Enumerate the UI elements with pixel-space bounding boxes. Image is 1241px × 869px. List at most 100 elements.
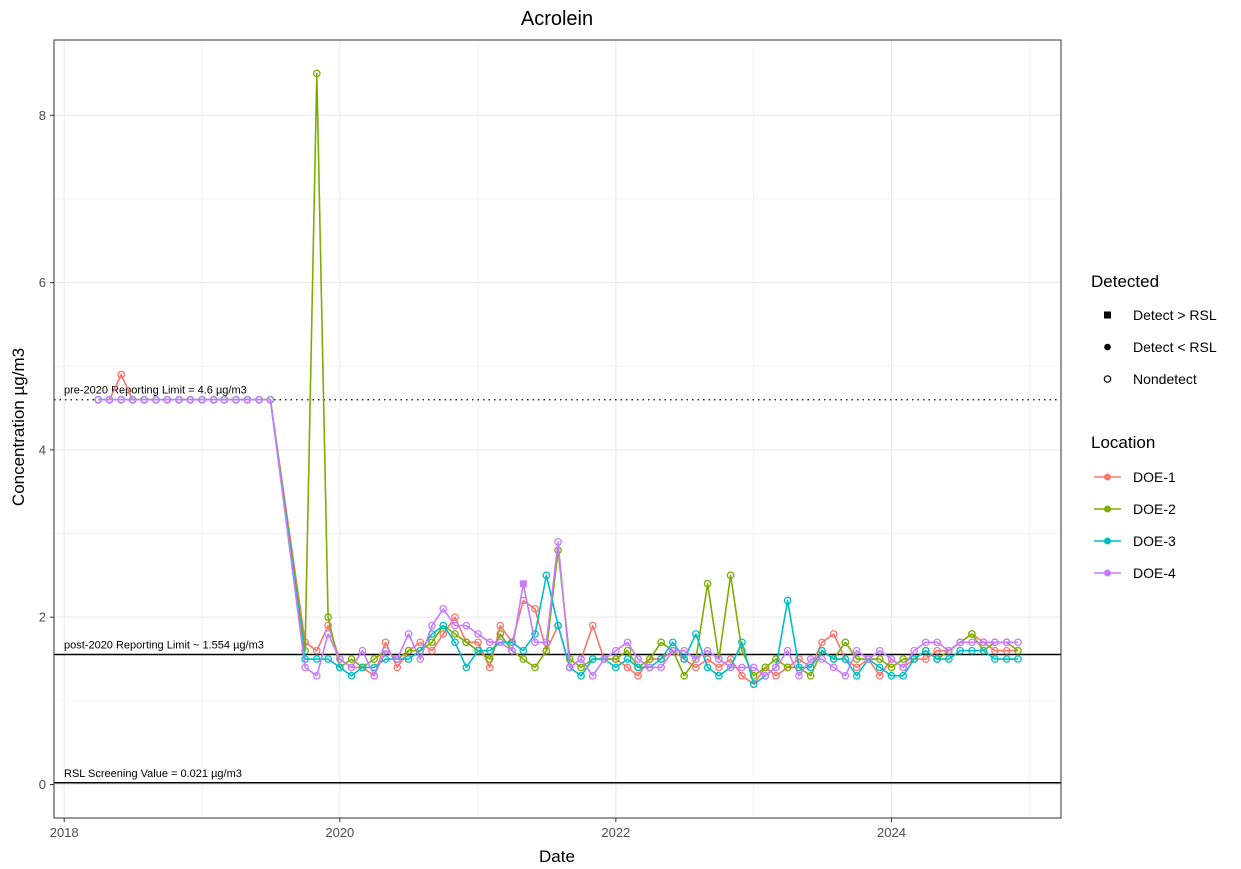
data-point: [852, 663, 861, 672]
data-point: [968, 638, 976, 647]
data-point: [152, 395, 160, 404]
data-point: [991, 646, 999, 655]
data-point: [393, 655, 402, 663]
data-point: [645, 655, 654, 663]
data-point: [117, 370, 126, 379]
data-point: [623, 655, 632, 663]
data-point: [175, 395, 183, 404]
data-point: [462, 663, 471, 672]
data-point: [531, 630, 539, 638]
data-point: [577, 663, 585, 672]
data-point: [829, 655, 838, 663]
data-point: [680, 671, 689, 680]
x-tick-label: 2020: [325, 825, 354, 840]
data-point: [979, 638, 988, 647]
data-point: [657, 655, 665, 663]
grid-major: [54, 40, 1061, 818]
data-point: [370, 655, 379, 663]
data-point: [485, 655, 494, 663]
data-point: [623, 638, 632, 647]
data-point: [347, 655, 356, 663]
data-point: [933, 646, 942, 655]
data-point: [198, 395, 206, 404]
data-point: [1014, 638, 1022, 647]
data-point: [772, 655, 780, 663]
y-tick-label: 4: [39, 442, 46, 457]
data-point: [715, 655, 723, 663]
data-point: [554, 621, 562, 630]
legend-detected-label: Detect < RSL: [1133, 339, 1217, 355]
data-point: [692, 630, 700, 638]
panel-background: [54, 40, 1061, 818]
data-point: [462, 638, 471, 647]
data-point: [508, 638, 516, 647]
data-point: [875, 671, 884, 680]
data-point: [657, 638, 665, 647]
data-point: [94, 395, 103, 404]
reference-line-label: pre-2020 Reporting Limit = 4.6 µg/m3: [64, 385, 247, 397]
data-point: [588, 655, 597, 663]
y-tick-label: 2: [39, 610, 46, 625]
data-point: [451, 613, 459, 622]
data-point: [875, 655, 884, 663]
reference-line-label: post-2020 Reporting Limit ~ 1.554 µg/m3: [64, 640, 264, 652]
data-point: [703, 663, 712, 672]
x-tick-label: 2018: [50, 825, 79, 840]
data-point: [956, 638, 965, 647]
data-point: [163, 395, 172, 404]
data-point: [634, 655, 642, 663]
data-point: [485, 646, 494, 655]
data-point: [485, 638, 494, 647]
data-point: [324, 630, 332, 638]
legend-detected-label: Detect > RSL: [1133, 307, 1217, 323]
x-axis-title: Date: [539, 847, 575, 866]
x-tick-label: 2022: [601, 825, 630, 840]
data-point: [749, 663, 758, 672]
series-line: [98, 398, 1018, 677]
data-point: [945, 646, 953, 655]
data-point: [531, 605, 539, 613]
data-point: [634, 671, 642, 680]
data-point: [565, 663, 574, 672]
x-tick-label: 2024: [877, 825, 906, 840]
data-point: [1002, 655, 1011, 663]
data-point: [140, 395, 149, 404]
data-point: [899, 671, 908, 680]
data-point: [910, 655, 918, 663]
data-point: [209, 395, 218, 404]
data-point: [232, 395, 240, 404]
data-point: [669, 646, 677, 655]
data-point: [761, 671, 770, 680]
data-point: [991, 638, 999, 647]
legend-location-label: DOE-3: [1133, 533, 1176, 549]
data-point: [795, 655, 803, 663]
data-point: [519, 646, 528, 655]
data-point: [611, 663, 620, 672]
data-point: [404, 655, 413, 663]
data-point: [404, 630, 413, 638]
data-point: [806, 655, 815, 663]
data-point: [358, 663, 367, 672]
data-point: [428, 621, 436, 630]
legend-location: Location DOE-1 DOE-2 DOE-3 DOE-4: [1091, 433, 1176, 581]
data-point: [588, 671, 597, 680]
data-point: [968, 630, 976, 638]
reference-lines: pre-2020 Reporting Limit = 4.6 µg/m3 post…: [54, 385, 1061, 784]
plot-panel: pre-2020 Reporting Limit = 4.6 µg/m3 post…: [53, 39, 1062, 819]
data-point: [783, 596, 792, 605]
data-point: [255, 395, 263, 404]
y-tick-label: 6: [39, 275, 46, 290]
data-point: [875, 646, 884, 655]
data-point: [841, 638, 850, 647]
data-point: [841, 655, 850, 663]
y-axis-title: Concentration µg/m3: [9, 348, 28, 506]
data-point: [301, 663, 309, 672]
data-point: [370, 671, 379, 680]
legend-location-label: DOE-1: [1133, 469, 1176, 485]
data-point: [542, 646, 551, 655]
data-point: [577, 671, 585, 680]
data-point: [428, 638, 436, 647]
data-point: [105, 395, 114, 404]
data-point: [519, 580, 527, 588]
data-point: [1014, 655, 1022, 663]
